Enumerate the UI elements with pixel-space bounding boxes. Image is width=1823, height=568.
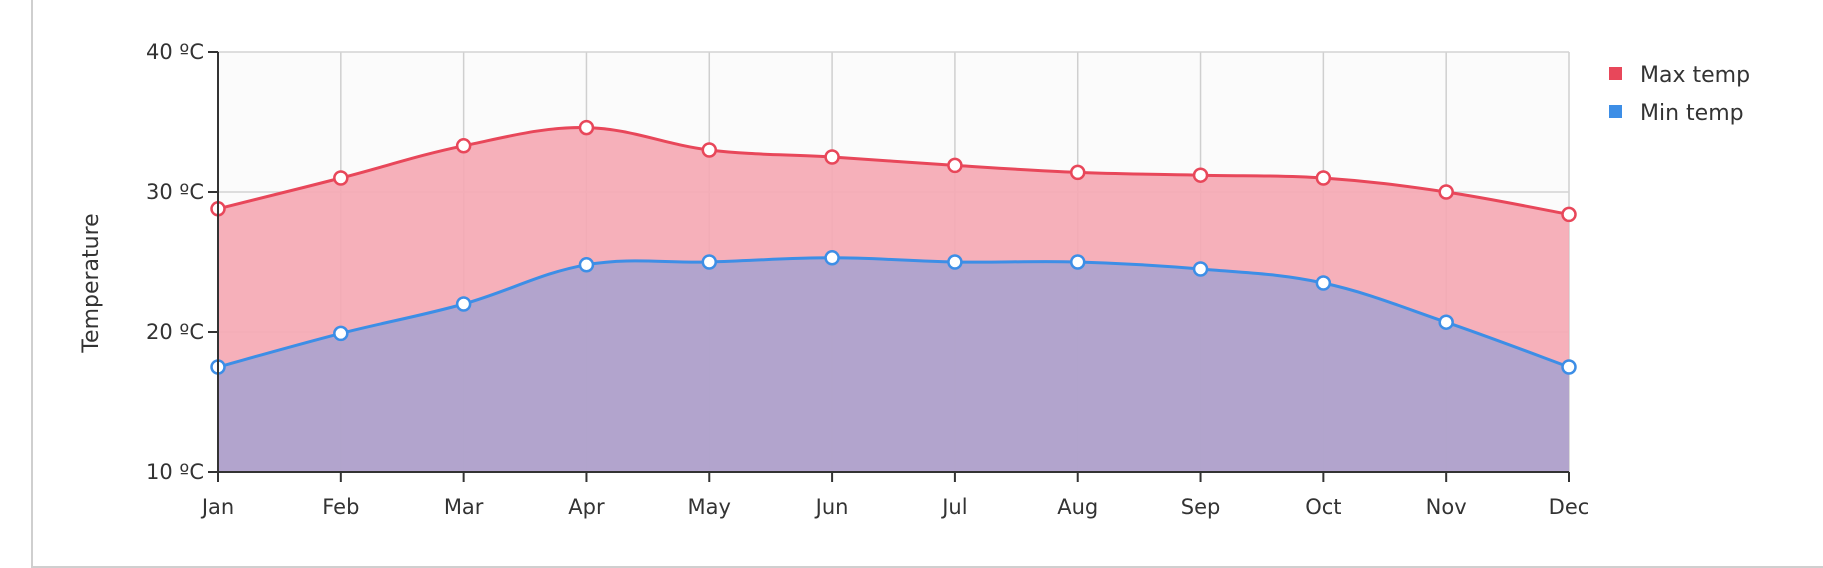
- series-points: [210, 119, 1577, 375]
- x-tick-label: Feb: [322, 495, 359, 519]
- data-point: [947, 157, 963, 174]
- series-areas: [218, 127, 1569, 473]
- x-tick-label: Mar: [444, 495, 484, 519]
- data-point: [701, 142, 718, 158]
- x-tick-label: Jun: [814, 495, 849, 519]
- legend-label: Max temp: [1640, 63, 1750, 88]
- x-tick-label: Oct: [1305, 495, 1341, 519]
- data-point: [1192, 167, 1209, 183]
- y-axis-label: Temperature: [79, 213, 104, 353]
- line-max-temp: [217, 126, 1570, 216]
- data-point: [1438, 314, 1454, 330]
- data-point: [1069, 254, 1086, 270]
- data-point: [333, 325, 349, 342]
- series-lines: [217, 126, 1570, 369]
- data-point: [947, 254, 963, 270]
- data-point: [1069, 164, 1086, 181]
- data-point: [455, 296, 472, 312]
- data-point: [578, 257, 595, 273]
- x-tick-label: Apr: [568, 495, 605, 519]
- y-tick-label: 20 ºC: [146, 320, 204, 344]
- legend-swatch: [1609, 105, 1622, 118]
- x-tick-label: Nov: [1426, 495, 1467, 519]
- data-point: [1315, 275, 1332, 291]
- data-point: [1561, 206, 1577, 223]
- data-point: [824, 250, 840, 266]
- legend-label: Min temp: [1640, 101, 1744, 126]
- axes: [208, 51, 1570, 482]
- y-tick-label: 10 ºC: [146, 460, 204, 484]
- data-point: [1192, 261, 1209, 277]
- data-point: [333, 170, 349, 186]
- legend-swatch: [1609, 67, 1622, 80]
- x-tick-label: Jan: [200, 495, 234, 519]
- data-point: [824, 149, 840, 165]
- x-tick-label: Jul: [940, 495, 967, 519]
- x-tick-label: Dec: [1549, 495, 1590, 519]
- data-point: [1438, 184, 1454, 200]
- data-point: [701, 254, 718, 270]
- area-min-temp: [218, 257, 1569, 472]
- tick-labels: 10 ºC 20 ºC 30 ºC 40 ºC Jan Feb Mar Apr May Jun Ju…: [146, 40, 1589, 519]
- data-point: [1315, 170, 1332, 186]
- data-point: [455, 138, 472, 154]
- data-point: [1561, 359, 1577, 375]
- x-tick-label: May: [688, 495, 731, 519]
- x-tick-label: Aug: [1057, 495, 1098, 519]
- y-tick-label: 40 ºC: [146, 40, 204, 64]
- x-tick-label: Sep: [1181, 495, 1221, 519]
- data-point: [578, 119, 595, 136]
- line-min-temp: [217, 256, 1570, 369]
- legend: Max temp Min temp: [1609, 63, 1750, 126]
- y-tick-label: 30 ºC: [146, 180, 204, 204]
